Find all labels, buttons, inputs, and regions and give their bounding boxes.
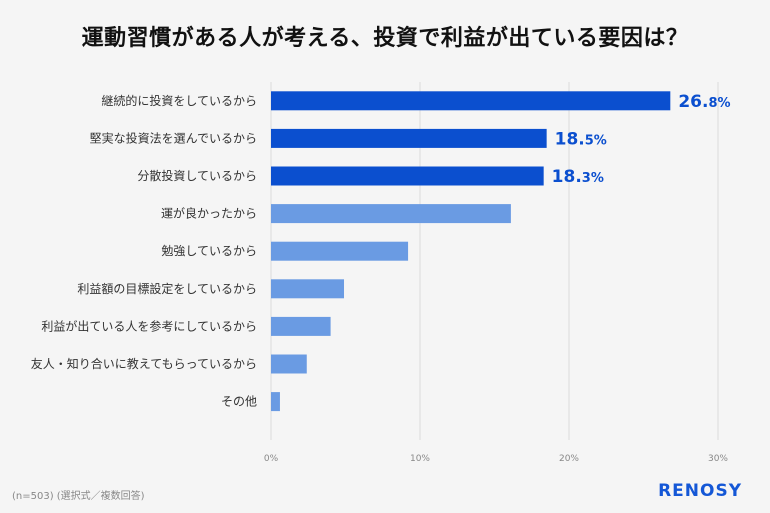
x-tick-labels: 0% 10% 20% 30% <box>264 454 729 464</box>
data-label: 18.3% <box>552 167 604 187</box>
category-label: 運が良かったから <box>161 206 257 221</box>
bar <box>271 354 307 374</box>
bar <box>271 392 280 412</box>
category-labels: 継続的に投資をしているから堅実な投資法を選んでいるから分散投資しているから運が良… <box>31 93 257 409</box>
x-tick-label: 0% <box>264 454 279 464</box>
bar <box>271 91 671 111</box>
data-label: 26.8% <box>678 92 730 112</box>
category-label: 勉強しているから <box>161 244 257 258</box>
data-label: 18.5% <box>555 129 607 149</box>
x-tick-label: 30% <box>708 454 728 464</box>
bar <box>271 204 511 224</box>
bar <box>271 128 547 148</box>
brand-logo: RENOSY <box>658 481 742 501</box>
bar <box>271 279 345 299</box>
category-label: 利益額の目標設定をしているから <box>77 281 257 296</box>
category-label: 友人・知り合いに教えてもらっているから <box>31 356 257 371</box>
footnote: (n=503) (選択式／複数回答) <box>12 491 145 502</box>
data-labels: 26.8% 18.5% 18.3% <box>552 92 731 187</box>
bars <box>271 91 671 412</box>
chart-title: 運動習慣がある人が考える、投資で利益が出ている要因は？ <box>81 26 689 51</box>
x-tick-label: 20% <box>559 454 579 464</box>
category-label: 継続的に投資をしているから <box>101 93 257 108</box>
bar <box>271 316 331 336</box>
category-label: 分散投資しているから <box>137 168 257 183</box>
bar <box>271 241 409 261</box>
category-label: 利益が出ている人を参考にしているから <box>41 318 257 333</box>
bar <box>271 166 544 186</box>
category-label: その他 <box>221 395 257 409</box>
category-label: 堅実な投資法を選んでいるから <box>90 130 257 145</box>
x-tick-label: 10% <box>410 454 430 464</box>
